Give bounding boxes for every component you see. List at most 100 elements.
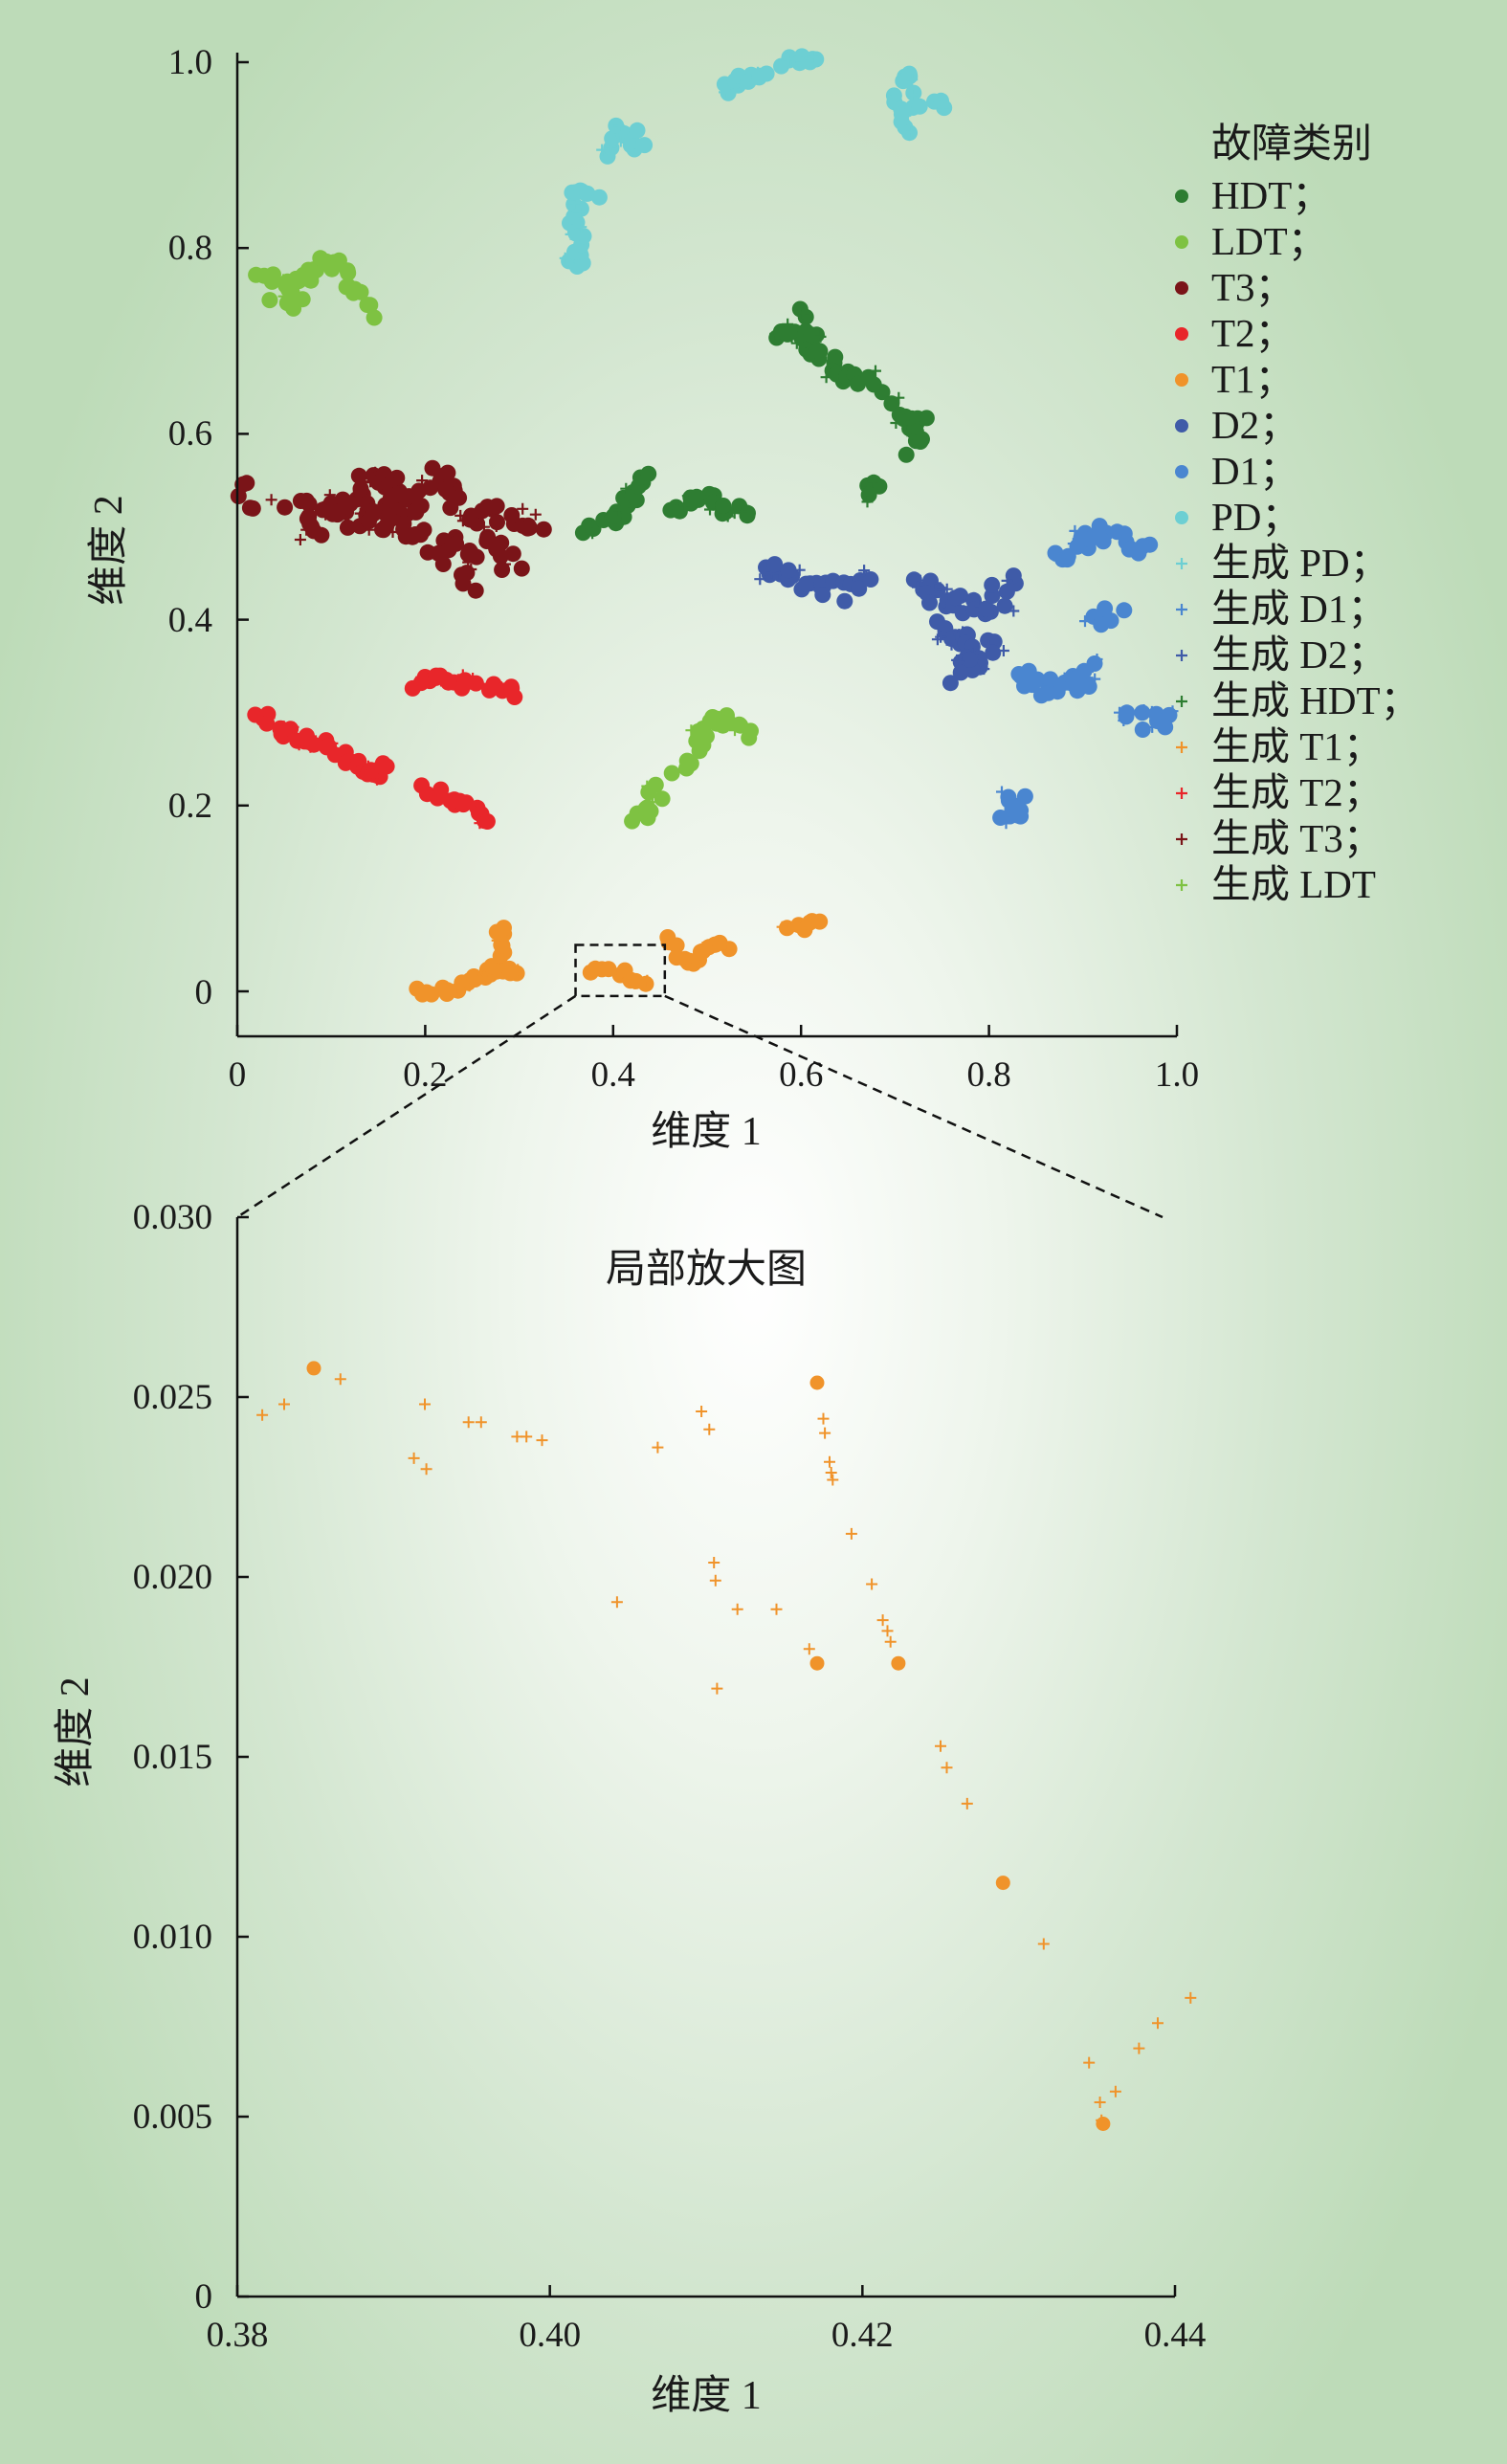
zoom-generated-point: [1096, 2114, 1108, 2126]
data-point-d2: [921, 594, 938, 611]
generated-point-hdt: [893, 391, 905, 404]
generated-point-hdt: [814, 330, 827, 343]
generated-point-d1: [1138, 704, 1150, 716]
generated-point-t2: [371, 773, 383, 786]
generated-point-hdt: [797, 307, 809, 320]
generated-point-t3: [529, 508, 542, 521]
legend-marker-dot: [1175, 327, 1188, 341]
legend: 故障类别 HDT； LDT； T3； T2； T1； D2； D1； PD； 生…: [1175, 122, 1420, 906]
legend-marker-dot: [1175, 465, 1188, 478]
generated-point-hdt: [728, 507, 741, 520]
data-point-hdt: [797, 308, 814, 325]
zoom-y-tick-label: 0.010: [133, 1918, 212, 1957]
main-y-tick-label: 1.0: [168, 43, 212, 82]
data-point-ldt: [366, 309, 383, 326]
zoom-generated-point: [770, 1603, 783, 1615]
data-point-hdt: [883, 395, 900, 412]
zoom-box: [574, 943, 667, 998]
data-point-t2: [506, 689, 523, 705]
data-point-d1: [1024, 677, 1041, 694]
zoom-generated-point: [866, 1578, 878, 1590]
data-point-hdt: [874, 384, 891, 401]
data-point-t3: [451, 489, 468, 506]
legend-marker-dot: [1175, 419, 1188, 433]
data-point-t3: [342, 496, 359, 512]
generated-point-t2: [263, 712, 276, 724]
data-point-t3: [244, 499, 261, 517]
data-point-d1: [1086, 655, 1103, 672]
generated-point-d1: [1118, 715, 1130, 726]
data-point-ldt: [340, 264, 357, 281]
data-point-t3: [305, 522, 322, 540]
data-point-d2: [947, 589, 964, 607]
generated-point-d2: [983, 639, 995, 652]
zoom-x-tick-label: 0.42: [831, 2316, 894, 2355]
data-point-t3: [350, 467, 367, 484]
data-point-t3: [352, 480, 369, 498]
data-point-ldt: [678, 752, 696, 769]
zoom-y-tick-label: 0.030: [133, 1198, 212, 1237]
generated-point-d2: [1001, 574, 1013, 587]
data-point-t2: [282, 721, 299, 738]
generated-point-hdt: [867, 476, 879, 488]
generated-point-d1: [1079, 615, 1091, 628]
generated-point-t3: [375, 501, 388, 514]
data-point-pd: [629, 122, 646, 139]
legend-label: 生成 D2；: [1211, 633, 1386, 677]
zoom-generated-point: [819, 1427, 831, 1439]
data-point-t3: [388, 486, 405, 503]
data-point-hdt: [715, 498, 732, 514]
zoom-ticks-layer: [235, 1215, 1177, 2298]
generated-point-d1: [1081, 672, 1094, 684]
zoom-generated-point: [827, 1474, 839, 1486]
data-point-d1: [1040, 684, 1057, 701]
data-point-ldt: [654, 790, 671, 808]
zoom-generated-point: [334, 1373, 346, 1386]
data-point-t3: [488, 498, 505, 515]
data-point-t1: [720, 941, 738, 958]
data-point-t1: [811, 913, 829, 930]
generated-point-t2: [364, 765, 376, 777]
data-point-hdt: [898, 446, 915, 463]
data-point-d1: [1134, 704, 1151, 721]
generated-point-ldt: [281, 300, 294, 313]
zoom-generated-point: [817, 1412, 830, 1425]
zoom-title: 局部放大图: [606, 1248, 807, 1292]
data-point-t3: [434, 556, 452, 572]
legend-label: PD；: [1211, 495, 1300, 539]
generated-point-d1: [1042, 678, 1054, 691]
legend-items: [1175, 189, 1188, 891]
data-point-t3: [503, 507, 521, 523]
data-point-t3: [424, 459, 441, 477]
generated-point-hdt: [890, 417, 902, 429]
data-point-t3: [468, 548, 485, 566]
generated-point-t2: [304, 741, 317, 753]
data-point-d2: [942, 675, 959, 692]
data-point-t2: [258, 715, 276, 732]
zoom-generated-point: [652, 1441, 664, 1454]
generated-point-d2: [941, 583, 953, 595]
legend-label: T3；: [1211, 265, 1295, 309]
generated-point-t3: [265, 494, 277, 506]
data-point-t1: [637, 975, 654, 992]
zoom-y-tick-label: 0.005: [133, 2098, 212, 2137]
generated-point-hdt: [587, 527, 599, 540]
zoom-y-axis-title: 维度 2: [54, 1676, 98, 1787]
generated-point-hdt: [704, 503, 716, 516]
main-x-tick-label: 0: [229, 1055, 247, 1095]
zoom-x-tick-label: 0.40: [519, 2316, 581, 2355]
generated-point-pd: [906, 89, 919, 101]
main-x-tick-label: 0.6: [779, 1055, 823, 1095]
legend-marker-dot: [1175, 511, 1188, 524]
data-point-ldt: [294, 291, 311, 308]
generated-point-d2: [935, 631, 947, 643]
data-point-t2: [440, 674, 457, 691]
zoom-generated-point: [1094, 2097, 1106, 2108]
main-x-tick-label: 0.4: [591, 1055, 635, 1095]
zoom-y-tick-label: 0.020: [133, 1558, 212, 1597]
generated-point-pd: [559, 252, 571, 264]
zoom-generated-point: [1185, 1991, 1197, 2004]
generated-point-hdt: [870, 365, 881, 377]
zoom-generated-point: [876, 1614, 889, 1627]
zoom-generated-point: [1133, 2042, 1145, 2054]
